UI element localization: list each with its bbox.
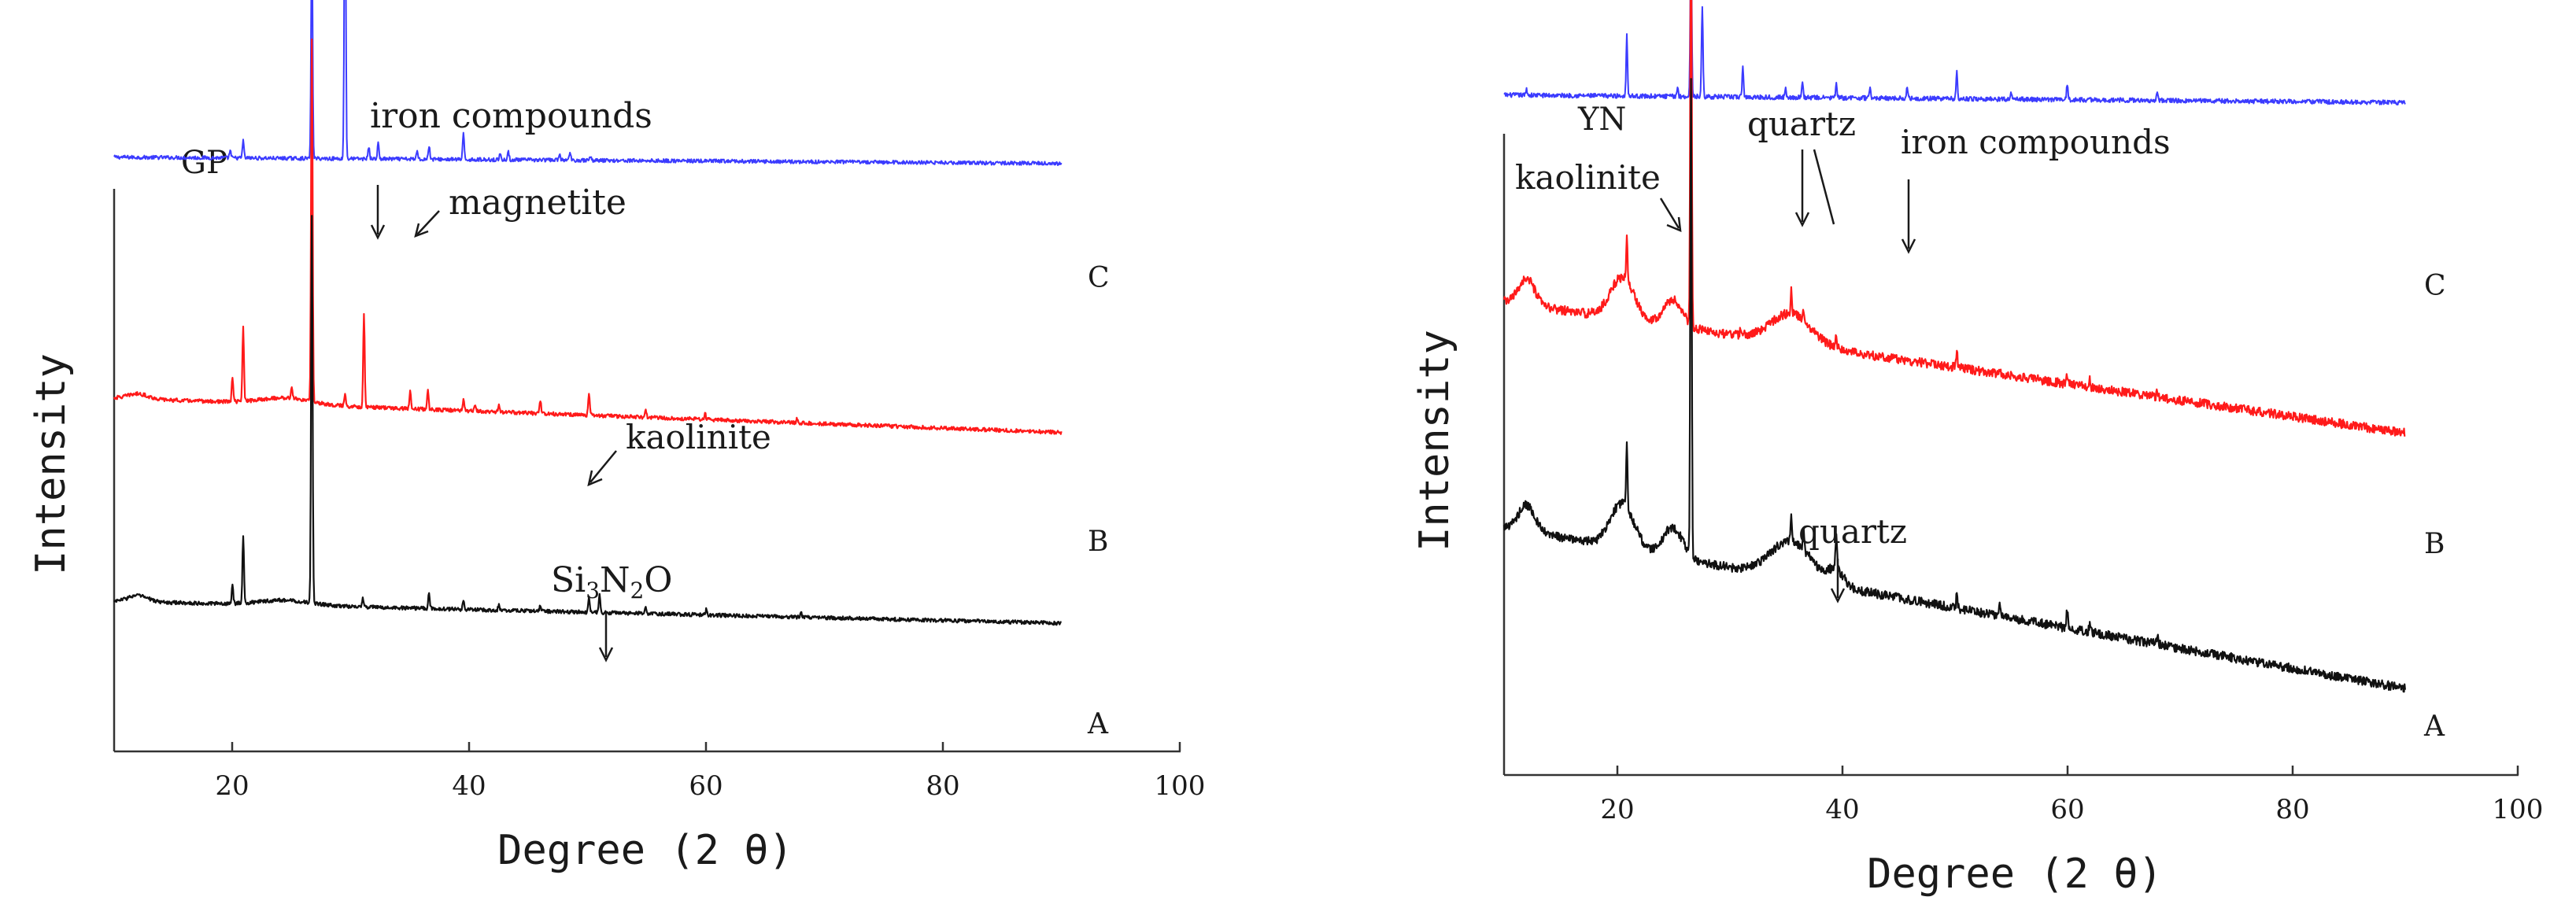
yn-arrowhead-iron-compounds [1901, 238, 1916, 254]
yn-arrow-quartz-top-2 [1813, 149, 1835, 225]
gp-series-b [113, 38, 1063, 435]
gp-tick-label-40: 40 [452, 770, 486, 802]
gp-arrow-magnetite [416, 210, 440, 235]
gp-panel-label: GP [181, 145, 227, 181]
gp-si3n2o-o: O [644, 560, 672, 600]
gp-tick-label-80: 80 [926, 770, 959, 802]
gp-tick-label-20: 20 [215, 770, 249, 802]
gp-arrow-kaolinite [589, 450, 617, 483]
gp-x-ticks [231, 742, 1181, 751]
gp-arrowhead-kaolinite [587, 470, 603, 487]
yn-arrowhead-quartz-bottom [1830, 588, 1846, 603]
gp-annotation-kaolinite: kaolinite [626, 418, 771, 456]
gp-y-axis-label: Intensity [28, 353, 75, 575]
gp-tick-label-100: 100 [1155, 770, 1206, 802]
gp-x-tick-labels: 20 40 60 80 100 [215, 770, 1205, 802]
yn-series-a [1502, 78, 2406, 693]
yn-curve-label-c: C [2424, 270, 2446, 302]
yn-curve-label-a: A [2423, 710, 2445, 743]
gp-series-a [113, 215, 1062, 626]
yn-tick-label-20: 20 [1600, 794, 1634, 825]
yn-annotation-quartz-top: quartz [1747, 105, 1856, 143]
yn-series-c [1503, 0, 2406, 105]
yn-curve-label-b: B [2424, 528, 2445, 560]
yn-x-tick-labels: 20 40 60 80 100 [1600, 794, 2543, 825]
panel-yn: 20 40 60 80 100 Degree (2 θ) Intensity Y… [1411, 0, 2543, 898]
gp-curve-label-b: B [1088, 526, 1108, 558]
yn-tick-label-80: 80 [2275, 794, 2309, 825]
panel-gp: 20 40 60 80 100 Degree (2 θ) Intensity G… [28, 0, 1205, 874]
gp-arrowhead-iron-compounds [370, 224, 386, 240]
gp-curve-label-c: C [1088, 262, 1110, 294]
yn-y-axis-label: Intensity [1411, 330, 1458, 552]
gp-si3n2o-si: Si [551, 560, 586, 600]
gp-curve-label-a: A [1087, 708, 1109, 740]
gp-si3n2o-n: N [600, 560, 630, 600]
gp-si3n2o-sub2: 2 [630, 578, 645, 603]
yn-arrow-kaolinite [1659, 197, 1680, 229]
yn-arrowhead-kaolinite [1666, 216, 1682, 232]
gp-tick-label-60: 60 [689, 770, 723, 802]
yn-tick-label-40: 40 [1825, 794, 1859, 825]
gp-si3n2o-sub1: 3 [586, 578, 600, 603]
gp-series-c [113, 0, 1063, 166]
yn-x-axis-label: Degree (2 θ) [1867, 851, 2163, 898]
yn-annotation-iron-compounds: iron compounds [1901, 123, 2171, 161]
yn-tick-label-60: 60 [2050, 794, 2084, 825]
gp-annotation-iron-compounds: iron compounds [370, 96, 652, 136]
gp-arrowhead-magnetite [414, 223, 429, 238]
yn-arrowhead-quartz-top-1 [1794, 212, 1810, 227]
yn-x-ticks [1616, 766, 2519, 775]
yn-annotation-quartz-bottom: quartz [1798, 512, 1907, 551]
gp-annotation-si3n2o: Si3N2O [551, 560, 672, 603]
gp-annotation-magnetite: magnetite [449, 183, 626, 223]
yn-panel-label: YN [1577, 101, 1626, 138]
gp-x-axis-label: Degree (2 θ) [497, 827, 793, 874]
yn-series-b [1502, 0, 2406, 437]
gp-arrowhead-si3n2o [598, 647, 614, 662]
yn-annotation-kaolinite: kaolinite [1515, 158, 1661, 197]
yn-tick-label-100: 100 [2493, 794, 2544, 825]
